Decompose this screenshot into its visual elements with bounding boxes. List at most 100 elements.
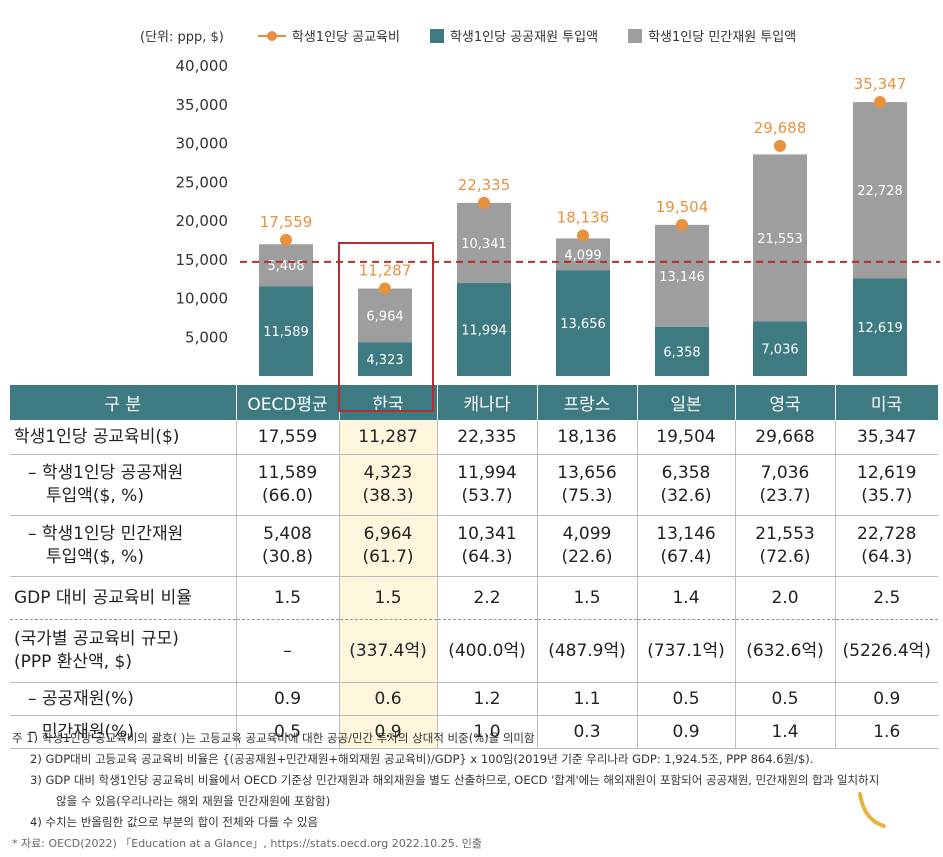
table-cell: 29,668 <box>735 420 836 455</box>
bar-private-label: 5,408 <box>267 259 304 274</box>
note-3a: 3) GDP 대비 학생1인당 공교육비 비율에서 OECD 기준상 민간재원과… <box>30 773 880 787</box>
y-tick-label: 15,000 <box>176 251 229 269</box>
table-cell: 19,504 <box>637 420 736 455</box>
cell-value: (72.6) <box>759 547 811 567</box>
cell-value: (61.7) <box>362 547 414 567</box>
legend-item-public: 학생1인당 공공재원 투입액 <box>429 26 599 45</box>
legend-private-swatch <box>628 28 643 43</box>
total-dot <box>280 233 292 246</box>
cell-value: 10,341 <box>457 524 517 544</box>
row-label-line: – 학생1인당 민간재원 <box>28 524 184 544</box>
total-dot <box>874 96 886 109</box>
bar-public <box>259 286 313 376</box>
cell-value: 0.3 <box>573 721 601 742</box>
row-private: – 학생1인당 민간재원 투입액($, %) 5,408 (30.8) 6,964 (61… <box>10 515 938 577</box>
cell-value: 7,036 <box>760 463 810 483</box>
y-tick-label: 10,000 <box>176 290 229 308</box>
bar-private <box>753 154 807 322</box>
cell-value: 29,668 <box>755 426 815 447</box>
table-cell: 7,036 (23.7) <box>735 454 836 516</box>
bar-public-label: 13,656 <box>560 317 606 332</box>
cell-value: 11,994 <box>457 463 517 483</box>
cell-value: 1.5 <box>374 587 402 608</box>
table-cell: – <box>236 619 340 683</box>
cell-value: 0.5 <box>771 688 799 709</box>
table-cell: 1.4 <box>637 576 736 620</box>
legend-public-label: 학생1인당 공공재원 투입액 <box>449 30 599 45</box>
cell-value: 35,347 <box>857 426 917 447</box>
bar-private <box>259 244 313 287</box>
table-cell: 6,964 (61.7) <box>339 515 438 577</box>
table-cell: 1.5 <box>236 576 340 620</box>
cell-value: 0.9 <box>672 721 700 742</box>
stacked-bar-chart: 5,000 10,000 15,000 20,000 25,000 30,000 35,00… <box>176 57 940 376</box>
bar-private-label: 6,964 <box>366 310 403 325</box>
table-cell: 21,553 (72.6) <box>735 515 836 577</box>
chart-area: 5,000 10,000 15,000 20,000 25,000 30,000 35,00… <box>0 0 943 385</box>
row-label-line: – 학생1인당 공공재원 <box>28 463 184 483</box>
row-label-line: (PPP 환산액, $) <box>14 652 132 672</box>
table-cell: 0.5 <box>236 715 340 749</box>
bar-private-label: 10,341 <box>461 237 507 252</box>
total-label: 22,335 <box>458 176 511 194</box>
row-label: – 학생1인당 민간재원 투입액($, %) <box>10 515 237 577</box>
cell-value: 13,656 <box>557 463 617 483</box>
table-cell: 22,335 <box>437 420 538 455</box>
table-cell: 2.0 <box>735 576 836 620</box>
cell-value: 1.4 <box>672 587 700 608</box>
cell-value: 5,408 <box>263 524 312 544</box>
source-note: * 자료: OECD(2022) 「Education at a Glance」… <box>12 837 482 850</box>
cell-value: – <box>283 640 292 661</box>
table-cell: (5226.4억) <box>835 619 938 683</box>
row-label: – 학생1인당 공공재원 투입액($, %) <box>10 454 237 516</box>
note-1: 주 1) 학생1인당 공교육비의 괄호( )는 고등교육 공교육비에 대한 공공… <box>12 731 535 745</box>
table-cell: 1.5 <box>339 576 438 620</box>
bar-private-label: 22,728 <box>857 184 903 199</box>
cell-value: 2.0 <box>771 587 799 608</box>
legend: (단위: ppp, $) 학생1인당 공교육비 학생1인당 공공재원 투입액 학… <box>140 26 826 45</box>
cell-value: 17,559 <box>257 426 318 447</box>
cell-value: 0.5 <box>672 688 700 709</box>
row-label: – 공공재원(%) <box>10 682 237 716</box>
cell-value: (75.3) <box>561 486 613 506</box>
cell-value: 0.9 <box>374 721 402 742</box>
y-tick-label: 20,000 <box>176 212 229 230</box>
total-label: 18,136 <box>557 208 610 226</box>
total-dot <box>478 196 490 209</box>
row-label-line: (국가별 공교육비 규모) <box>14 629 179 649</box>
y-tick-label: 40,000 <box>176 57 229 75</box>
cell-value: 21,553 <box>755 524 815 544</box>
row-label-line: GDP 대비 공교육비 비율 <box>14 587 192 608</box>
total-label: 35,347 <box>854 75 907 93</box>
cell-value: (66.0) <box>261 486 314 506</box>
cell-value: 22,728 <box>857 524 917 544</box>
row-label: GDP 대비 공교육비 비율 <box>10 576 237 620</box>
bar-private <box>556 238 610 271</box>
header-france: 프랑스 <box>537 385 638 420</box>
table-cell: 11,589 (66.0) <box>236 454 340 516</box>
cell-value: 22,335 <box>457 426 517 447</box>
row-label-line: – 공공재원(%) <box>28 688 134 709</box>
table-cell: 35,347 <box>835 420 938 455</box>
bar-public <box>655 326 709 376</box>
cell-value: 1.5 <box>273 587 302 608</box>
header-japan: 일본 <box>637 385 736 420</box>
row-gdp-public: – 공공재원(%) 0.9 0.6 1.2 1.1 0.5 0.5 0.9 <box>10 682 938 716</box>
bar-private-label: 21,553 <box>757 232 803 247</box>
total-dot <box>577 229 589 242</box>
cell-value: 1.4 <box>771 721 799 742</box>
total-dot <box>379 282 391 295</box>
table-cell: (632.6억) <box>735 619 836 683</box>
row-label-line: – 민간재원(%) <box>28 721 134 742</box>
cell-value: 11,589 <box>257 463 318 483</box>
table-cell: 1.0 <box>437 715 538 749</box>
y-tick-label: 35,000 <box>176 96 229 114</box>
bar-private <box>457 202 511 284</box>
cell-value: 2.2 <box>473 587 501 608</box>
total-dot <box>676 218 688 231</box>
cell-value: 13,146 <box>656 524 716 544</box>
bar-public <box>457 283 511 376</box>
table-cell: 0.9 <box>339 715 438 749</box>
cell-value: 18,136 <box>557 426 617 447</box>
bar-public <box>853 278 907 376</box>
